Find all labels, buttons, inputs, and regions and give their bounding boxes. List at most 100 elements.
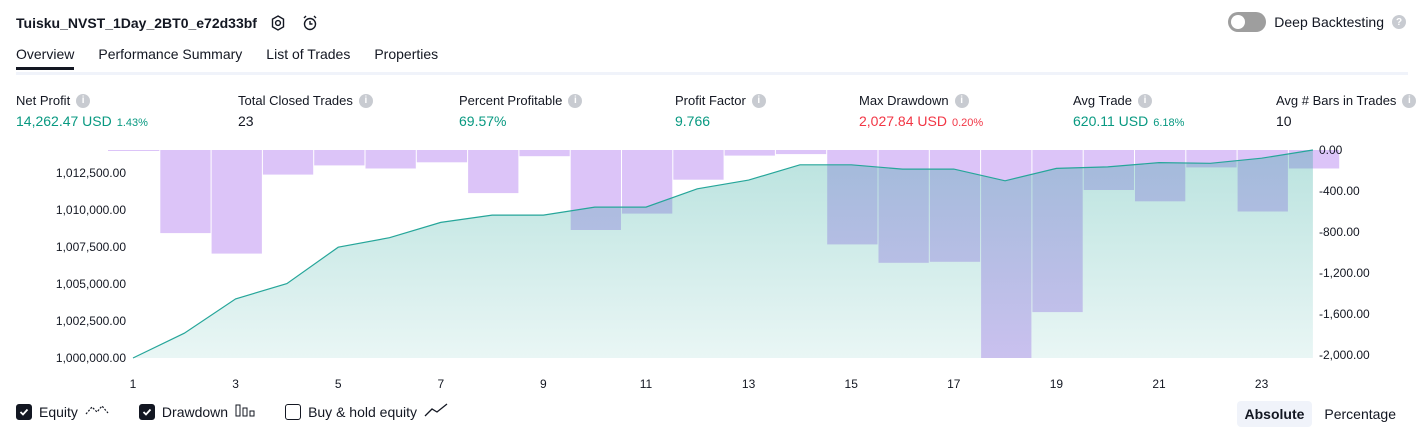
absolute-button[interactable]: Absolute — [1236, 401, 1313, 427]
drawdown-bar — [211, 150, 262, 254]
x-tick: 9 — [540, 377, 547, 391]
x-tick: 19 — [1050, 377, 1064, 391]
metric-percent: 6.18% — [1153, 117, 1185, 129]
x-tick: 13 — [742, 377, 756, 391]
gear-icon[interactable] — [267, 12, 289, 34]
tab-divider — [16, 72, 1408, 75]
y-right-tick: -1,200.00 — [1319, 266, 1370, 280]
strategy-header: Tuisku_NVST_1Day_2BT0_e72d33bf — [16, 9, 321, 37]
y-left-tick: 1,002,500.00 — [56, 314, 126, 328]
info-icon[interactable]: i — [76, 93, 91, 108]
metric-value-text: 620.11 USD — [1073, 113, 1149, 129]
metric-value: 23 — [238, 113, 373, 129]
metric-label-text: Avg Trade — [1073, 93, 1133, 108]
drawdown-bar — [673, 150, 724, 180]
drawdown-checkbox[interactable] — [138, 403, 155, 420]
tab-properties[interactable]: Properties — [374, 46, 439, 62]
metric-max-drawdown: Max Drawdown i 2,027.84 USD 0.20% — [859, 93, 983, 129]
info-icon[interactable]: i — [1138, 93, 1153, 108]
drawdown-bar — [519, 150, 570, 157]
display-mode: Absolute Percentage — [1236, 401, 1405, 427]
x-tick: 21 — [1152, 377, 1166, 391]
legend-drawdown-label: Drawdown — [161, 403, 229, 420]
drawdown-bar — [724, 150, 775, 156]
trend-line-icon — [424, 403, 448, 420]
x-tick: 5 — [335, 377, 342, 391]
x-tick: 3 — [232, 377, 239, 391]
toggle-knob — [1231, 15, 1246, 29]
legend-equity-label: Equity — [39, 403, 78, 420]
y-left-tick: 1,005,000.00 — [56, 277, 126, 291]
metric-total-closed-trades: Total Closed Trades i 23 — [238, 93, 373, 129]
drawdown-bar — [416, 150, 468, 163]
info-icon[interactable]: i — [954, 93, 969, 108]
x-tick: 11 — [640, 377, 653, 391]
metric-value: 69.57% — [459, 113, 582, 129]
metric-label: Max Drawdown i — [859, 93, 983, 108]
drawdown-bar — [775, 150, 827, 155]
metric-value: 2,027.84 USD 0.20% — [859, 113, 983, 129]
x-tick: 7 — [437, 377, 444, 391]
equity-area — [133, 150, 1313, 358]
equity-line — [132, 149, 1313, 359]
strategy-title: Tuisku_NVST_1Day_2BT0_e72d33bf — [16, 15, 257, 31]
metric-value: 10 — [1276, 113, 1416, 129]
metric-percent: 0.20% — [951, 117, 984, 129]
y-left-tick: 1,012,500.00 — [56, 166, 126, 180]
legend-drawdown[interactable]: Drawdown — [138, 403, 255, 420]
x-tick: 15 — [845, 377, 859, 391]
metric-profit-factor: Profit Factor i 9.766 — [675, 93, 766, 129]
metric-value-text: 14,262.47 USD — [16, 113, 112, 129]
x-tick: 17 — [947, 377, 961, 391]
metric-percent-profitable: Percent Profitable i 69.57% — [459, 93, 583, 129]
metric-label: Total Closed Trades i — [238, 93, 373, 108]
metric-label: Profit Factor i — [675, 93, 766, 108]
metric-value: 14,262.47 USD 1.43% — [16, 113, 148, 129]
metric-percent: 1.43% — [116, 117, 148, 129]
bars-icon — [235, 403, 255, 420]
x-tick: 1 — [130, 377, 137, 391]
tab-overview[interactable]: Overview — [16, 46, 75, 70]
metric-value-text: 69.57% — [459, 113, 507, 129]
info-icon[interactable]: i — [751, 93, 766, 108]
y-right-tick: -2,000.00 — [1319, 348, 1370, 362]
metric-label-text: Total Closed Trades — [238, 93, 353, 108]
drawdown-bar — [108, 150, 160, 151]
info-icon[interactable]: i — [1402, 93, 1417, 108]
metric-value: 9.766 — [675, 113, 766, 129]
y-left-tick: 1,010,000.00 — [56, 203, 126, 217]
metric-avg-bars-in-trades: Avg # Bars in Trades i 10 — [1276, 93, 1417, 129]
percentage-button[interactable]: Percentage — [1324, 406, 1396, 422]
alarm-clock-icon[interactable] — [299, 12, 321, 34]
metric-label: Percent Profitable i — [459, 93, 583, 108]
metric-label-text: Percent Profitable — [459, 93, 563, 108]
deep-backtesting-toggle[interactable] — [1228, 12, 1267, 32]
metric-value: 620.11 USD 6.18% — [1073, 113, 1184, 129]
metric-value-text: 23 — [238, 113, 254, 129]
equity-checkbox[interactable] — [16, 403, 32, 420]
drawdown-bar — [160, 150, 211, 234]
deep-backtesting-label: Deep Backtesting — [1274, 14, 1384, 30]
help-icon[interactable]: ? — [1392, 15, 1406, 29]
y-left-tick: 1,007,500.00 — [56, 240, 126, 254]
metric-label: Avg # Bars in Trades i — [1276, 93, 1417, 108]
buy-hold-checkbox[interactable] — [285, 403, 302, 420]
legend-equity[interactable]: Equity — [16, 403, 109, 420]
metric-label-text: Net Profit — [16, 93, 71, 108]
metric-value-text: 9.766 — [675, 113, 711, 129]
tab-list-of-trades[interactable]: List of Trades — [266, 46, 351, 62]
tab-performance-summary[interactable]: Performance Summary — [98, 46, 243, 62]
y-right-tick: -400.00 — [1319, 184, 1360, 198]
legend-buy-hold[interactable]: Buy & hold equity — [285, 403, 448, 420]
tab-bar: Overview Performance Summary List of Tra… — [16, 46, 438, 70]
info-icon[interactable]: i — [568, 93, 583, 108]
equity-drawdown-chart: 1,000,000.00 1,002,500.00 1,005,000.00 1,00… — [56, 143, 1370, 391]
metric-label-text: Max Drawdown — [859, 93, 949, 108]
metric-label: Net Profit i — [16, 93, 148, 108]
info-icon[interactable]: i — [358, 93, 373, 108]
metric-value-text: 2,027.84 USD — [859, 113, 947, 129]
metric-label: Avg Trade i — [1073, 93, 1184, 108]
metric-label-text: Profit Factor — [675, 93, 746, 108]
y-right-tick: -1,600.00 — [1319, 307, 1370, 321]
x-tick: 23 — [1255, 377, 1269, 391]
